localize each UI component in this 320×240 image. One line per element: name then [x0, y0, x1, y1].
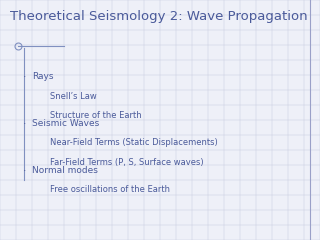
- Text: ·: ·: [22, 166, 26, 176]
- Text: Structure of the Earth: Structure of the Earth: [50, 111, 141, 120]
- Text: ·: ·: [22, 119, 26, 129]
- Text: Seismic Waves: Seismic Waves: [32, 119, 99, 128]
- Text: Far-Field Terms (P, S, Surface waves): Far-Field Terms (P, S, Surface waves): [50, 158, 203, 167]
- Text: Normal modes: Normal modes: [32, 166, 98, 175]
- Text: Theoretical Seismology 2: Wave Propagation: Theoretical Seismology 2: Wave Propagati…: [10, 10, 307, 23]
- Text: Near-Field Terms (Static Displacements): Near-Field Terms (Static Displacements): [50, 138, 217, 148]
- Text: Free oscillations of the Earth: Free oscillations of the Earth: [50, 185, 170, 194]
- Text: Snell’s Law: Snell’s Law: [50, 92, 96, 101]
- Text: Rays: Rays: [32, 72, 53, 81]
- Text: ·: ·: [22, 72, 26, 82]
